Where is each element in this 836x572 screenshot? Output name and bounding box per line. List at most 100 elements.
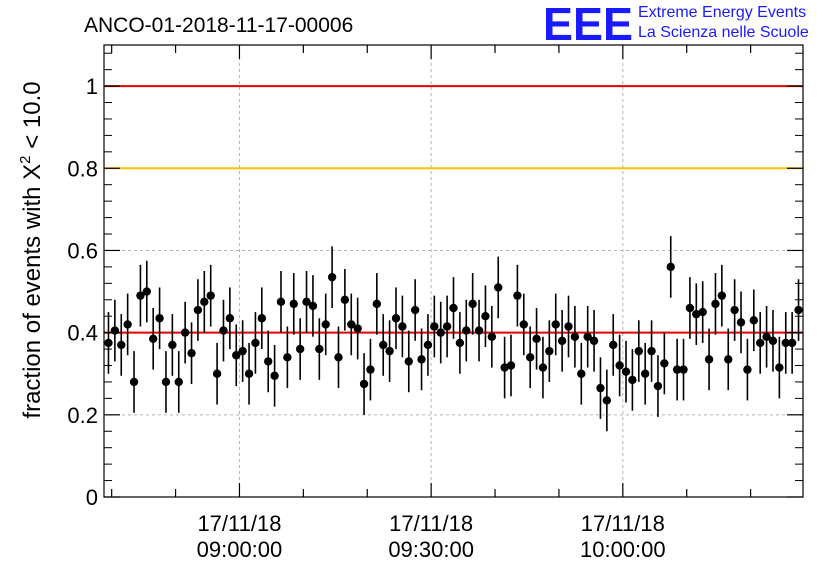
data-point bbox=[775, 363, 784, 372]
data-point bbox=[513, 291, 522, 300]
data-point bbox=[404, 357, 413, 366]
data-point bbox=[276, 297, 286, 307]
data-point bbox=[238, 346, 247, 356]
data-point bbox=[557, 336, 567, 346]
data-point bbox=[174, 377, 183, 387]
data-point bbox=[704, 355, 714, 364]
data-point bbox=[717, 291, 727, 300]
data-point bbox=[264, 357, 273, 366]
data-point bbox=[442, 322, 452, 331]
data-point bbox=[410, 305, 420, 315]
data-point bbox=[692, 309, 701, 319]
y-axis-label-superscript: 2 bbox=[17, 155, 34, 163]
data-point bbox=[295, 344, 305, 354]
y-axis-label: fraction of events with X2 < 10.0 bbox=[17, 81, 46, 418]
y-axis-label-symbol: X bbox=[19, 164, 46, 180]
data-point bbox=[244, 369, 254, 378]
data-point bbox=[257, 314, 267, 323]
data-point bbox=[379, 340, 388, 350]
data-point bbox=[187, 348, 196, 358]
data-point bbox=[506, 361, 516, 370]
data-point bbox=[672, 365, 682, 374]
data-point bbox=[564, 322, 573, 331]
y-tick-labels: 0 0.2 0.4 0.6 0.8 1 bbox=[67, 74, 98, 510]
eee-logo: EEE bbox=[543, 2, 633, 44]
data-point bbox=[129, 377, 139, 387]
data-point bbox=[372, 299, 382, 309]
data-point bbox=[302, 297, 311, 307]
data-point bbox=[609, 340, 618, 350]
data-point bbox=[283, 353, 292, 362]
data-point bbox=[251, 338, 260, 348]
data-point bbox=[494, 283, 503, 292]
data-point bbox=[449, 303, 458, 313]
data-point bbox=[525, 353, 535, 362]
data-point bbox=[538, 363, 548, 372]
data-point bbox=[736, 318, 746, 327]
data-point bbox=[577, 369, 586, 378]
y-tick-label: 0.2 bbox=[67, 403, 98, 428]
data-point bbox=[334, 353, 343, 362]
data-point bbox=[532, 334, 541, 343]
data-point bbox=[589, 336, 599, 346]
data-point bbox=[180, 328, 190, 337]
data-point bbox=[481, 312, 490, 321]
y-tick-label: 0.4 bbox=[67, 321, 98, 346]
data-point bbox=[743, 365, 752, 374]
data-point bbox=[794, 305, 803, 315]
data-point bbox=[768, 336, 778, 346]
data-point bbox=[417, 355, 426, 364]
grid bbox=[104, 45, 803, 497]
data-point bbox=[385, 346, 394, 356]
data-point bbox=[225, 314, 235, 323]
axis-ticks bbox=[104, 45, 803, 498]
data-point bbox=[666, 262, 675, 272]
data-point bbox=[570, 332, 580, 341]
data-point bbox=[142, 287, 152, 296]
data-point bbox=[621, 367, 631, 376]
data-point bbox=[755, 338, 765, 348]
data-point bbox=[340, 295, 350, 304]
y-tick-label: 0 bbox=[86, 485, 98, 510]
logo-line-2: La Scienza nelle Scuole bbox=[638, 24, 809, 41]
data-point bbox=[110, 326, 120, 335]
y-axis-label-prefix: fraction of events with bbox=[19, 180, 46, 419]
data-point bbox=[455, 338, 465, 348]
data-point bbox=[762, 332, 771, 341]
data-point bbox=[148, 334, 158, 343]
data-point bbox=[430, 322, 439, 331]
data-point bbox=[423, 340, 433, 350]
data-point bbox=[161, 377, 171, 387]
data-point bbox=[359, 379, 369, 389]
data-point bbox=[366, 365, 375, 374]
data-point bbox=[787, 338, 797, 348]
data-point bbox=[206, 291, 215, 300]
data-point bbox=[289, 299, 298, 309]
x-tick-label-time: 10:00:00 bbox=[580, 537, 666, 562]
data-point bbox=[327, 272, 337, 282]
data-point bbox=[730, 305, 739, 315]
data-point bbox=[519, 320, 528, 329]
data-point bbox=[685, 303, 695, 313]
data-point bbox=[391, 314, 401, 323]
data-point bbox=[123, 320, 132, 329]
data-point bbox=[634, 346, 643, 356]
x-tick-label-date: 17/11/18 bbox=[581, 511, 665, 536]
data-point bbox=[155, 314, 164, 323]
data-point bbox=[168, 340, 177, 350]
data-point bbox=[193, 305, 203, 315]
data-point bbox=[353, 324, 362, 333]
data-point bbox=[315, 344, 324, 354]
data-point bbox=[104, 338, 113, 348]
data-point bbox=[749, 316, 759, 325]
data-point bbox=[711, 299, 720, 309]
x-tick-label-date: 17/11/18 bbox=[197, 511, 281, 536]
x-tick-labels: 17/11/1809:00:0017/11/1809:30:0017/11/18… bbox=[197, 511, 666, 562]
data-point bbox=[724, 355, 733, 364]
data-point bbox=[653, 381, 663, 391]
data-point bbox=[602, 396, 612, 405]
x-tick-label-time: 09:00:00 bbox=[197, 537, 283, 562]
data-point bbox=[583, 332, 592, 341]
y-tick-label: 0.6 bbox=[67, 238, 98, 263]
